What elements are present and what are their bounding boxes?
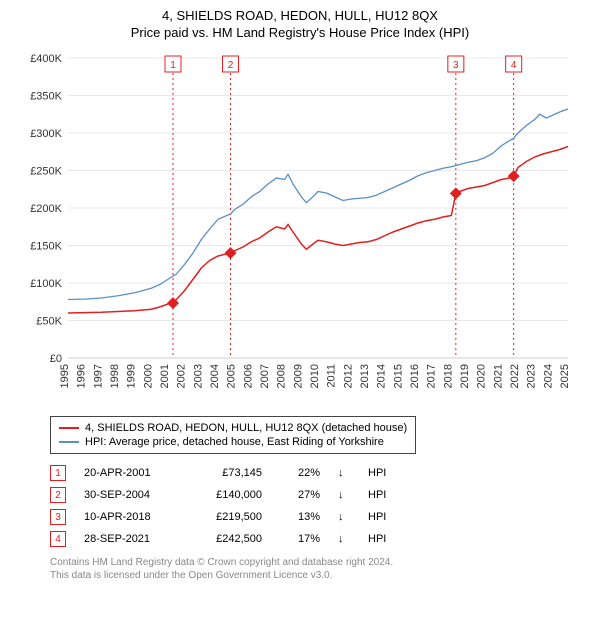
svg-text:£100K: £100K [30, 278, 62, 290]
transaction-price: £242,500 [192, 533, 262, 545]
transaction-price: £73,145 [192, 467, 262, 479]
svg-text:£400K: £400K [30, 53, 62, 65]
svg-text:1: 1 [170, 60, 176, 71]
transaction-pct: 22% [280, 467, 320, 479]
legend-swatch [59, 441, 79, 443]
svg-text:£0: £0 [50, 353, 62, 365]
transaction-price: £140,000 [192, 489, 262, 501]
svg-text:2017: 2017 [426, 364, 438, 388]
svg-text:2011: 2011 [326, 364, 338, 388]
arrow-down-icon: ↓ [338, 489, 350, 501]
marker-badge: 3 [50, 509, 66, 525]
svg-text:4: 4 [511, 60, 517, 71]
transaction-date: 10-APR-2018 [84, 511, 174, 523]
hpi-label: HPI [368, 489, 398, 501]
transaction-date: 30-SEP-2004 [84, 489, 174, 501]
svg-text:£50K: £50K [36, 316, 62, 328]
footer-line: This data is licensed under the Open Gov… [50, 569, 590, 582]
svg-text:1999: 1999 [126, 364, 138, 388]
svg-text:2025: 2025 [559, 364, 571, 388]
svg-text:2022: 2022 [509, 364, 521, 388]
table-row: 2 30-SEP-2004 £140,000 27% ↓ HPI [50, 484, 590, 506]
svg-text:2009: 2009 [292, 364, 304, 388]
svg-text:2024: 2024 [542, 364, 554, 388]
svg-text:2007: 2007 [259, 364, 271, 388]
transaction-pct: 13% [280, 511, 320, 523]
transaction-price: £219,500 [192, 511, 262, 523]
svg-text:2020: 2020 [476, 364, 488, 388]
legend-label: HPI: Average price, detached house, East… [85, 436, 384, 448]
legend-item: 4, SHIELDS ROAD, HEDON, HULL, HU12 8QX (… [59, 421, 407, 435]
arrow-down-icon: ↓ [338, 533, 350, 545]
svg-text:1995: 1995 [59, 364, 71, 388]
svg-text:1997: 1997 [92, 364, 104, 388]
transaction-pct: 27% [280, 489, 320, 501]
svg-text:3: 3 [453, 60, 459, 71]
svg-text:2: 2 [228, 60, 234, 71]
legend-swatch [59, 427, 79, 429]
footer-attribution: Contains HM Land Registry data © Crown c… [50, 556, 590, 582]
legend: 4, SHIELDS ROAD, HEDON, HULL, HU12 8QX (… [50, 416, 416, 454]
svg-text:2004: 2004 [209, 364, 221, 388]
svg-text:2018: 2018 [442, 364, 454, 388]
svg-text:£150K: £150K [30, 241, 62, 253]
chart-title: 4, SHIELDS ROAD, HEDON, HULL, HU12 8QX [10, 8, 590, 23]
svg-text:1998: 1998 [109, 364, 121, 388]
svg-text:£300K: £300K [30, 128, 62, 140]
marker-badge: 1 [50, 465, 66, 481]
svg-text:2006: 2006 [242, 364, 254, 388]
table-row: 1 20-APR-2001 £73,145 22% ↓ HPI [50, 462, 590, 484]
svg-text:2012: 2012 [342, 364, 354, 388]
table-row: 4 28-SEP-2021 £242,500 17% ↓ HPI [50, 528, 590, 550]
transaction-date: 28-SEP-2021 [84, 533, 174, 545]
legend-label: 4, SHIELDS ROAD, HEDON, HULL, HU12 8QX (… [85, 422, 407, 434]
arrow-down-icon: ↓ [338, 467, 350, 479]
marker-badge: 4 [50, 531, 66, 547]
transactions-table: 1 20-APR-2001 £73,145 22% ↓ HPI 2 30-SEP… [50, 462, 590, 550]
svg-text:2005: 2005 [226, 364, 238, 388]
marker-badge: 2 [50, 487, 66, 503]
svg-text:£250K: £250K [30, 166, 62, 178]
legend-item: HPI: Average price, detached house, East… [59, 435, 407, 449]
svg-text:2016: 2016 [409, 364, 421, 388]
svg-text:2021: 2021 [492, 364, 504, 388]
svg-text:2000: 2000 [142, 364, 154, 388]
svg-text:£350K: £350K [30, 91, 62, 103]
svg-text:2015: 2015 [392, 364, 404, 388]
footer-line: Contains HM Land Registry data © Crown c… [50, 556, 590, 569]
hpi-label: HPI [368, 511, 398, 523]
transaction-pct: 17% [280, 533, 320, 545]
arrow-down-icon: ↓ [338, 511, 350, 523]
svg-text:2010: 2010 [309, 364, 321, 388]
hpi-label: HPI [368, 467, 398, 479]
svg-text:2019: 2019 [459, 364, 471, 388]
svg-text:£200K: £200K [30, 203, 62, 215]
svg-text:2002: 2002 [176, 364, 188, 388]
svg-text:2001: 2001 [159, 364, 171, 388]
hpi-label: HPI [368, 533, 398, 545]
svg-text:2023: 2023 [526, 364, 538, 388]
svg-text:2008: 2008 [276, 364, 288, 388]
svg-text:1996: 1996 [76, 364, 88, 388]
svg-text:2003: 2003 [192, 364, 204, 388]
transaction-date: 20-APR-2001 [84, 467, 174, 479]
table-row: 3 10-APR-2018 £219,500 13% ↓ HPI [50, 506, 590, 528]
chart-subtitle: Price paid vs. HM Land Registry's House … [10, 25, 590, 40]
svg-text:2013: 2013 [359, 364, 371, 388]
chart-area: £0 £50K £100K £150K £200K £250K £300K £350K £400… [20, 48, 580, 408]
svg-text:2014: 2014 [376, 364, 388, 388]
